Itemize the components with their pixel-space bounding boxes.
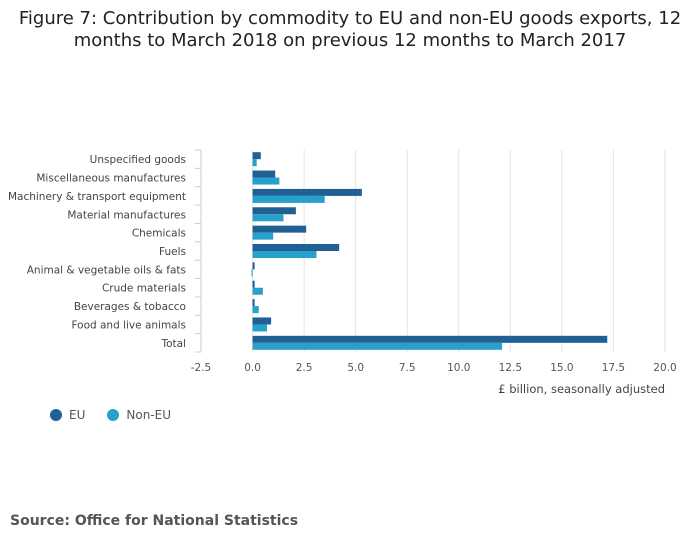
chart-title-line-1: Figure 7: Contribution by commodity to E… (18, 8, 682, 29)
y-axis-labels: Unspecified goods Miscellaneous manufactu… (8, 154, 186, 350)
x-tick-label: 5.0 (347, 362, 364, 374)
legend: EU Non-EU (50, 408, 171, 422)
bar-eu[interactable] (252, 207, 296, 215)
y-category-label: Beverages & tobacco (74, 301, 186, 313)
bar-non-eu[interactable] (252, 214, 284, 222)
y-axis-category-ticks (195, 149, 202, 353)
legend-item-non-eu[interactable]: Non-EU (107, 408, 171, 422)
x-tick-label: 20.0 (653, 362, 676, 374)
y-category-label: Miscellaneous manufactures (36, 173, 186, 185)
bar-non-eu[interactable] (252, 306, 259, 314)
bar-non-eu[interactable] (252, 177, 280, 185)
y-category-label: Animal & vegetable oils & fats (27, 264, 186, 276)
bar-eu[interactable] (252, 170, 276, 178)
legend-label-eu: EU (69, 408, 86, 422)
x-tick-label: 10.0 (447, 362, 470, 374)
x-axis-tick-labels: -2.5 0.0 2.5 5.0 7.5 10.0 12.5 15.0 17.5 20.0 (191, 362, 677, 374)
chart-title: Figure 7: Contribution by commodity to E… (0, 8, 700, 52)
bar-eu[interactable] (252, 317, 272, 325)
y-category-label: Unspecified goods (90, 154, 186, 166)
bar-eu[interactable] (252, 335, 608, 343)
bar-eu[interactable] (252, 262, 255, 270)
legend-item-eu[interactable]: EU (50, 408, 85, 422)
x-tick-label: -2.5 (191, 362, 212, 374)
bar-non-eu[interactable] (251, 269, 253, 277)
legend-label-non-eu: Non-EU (126, 408, 171, 422)
bar-non-eu[interactable] (252, 287, 263, 295)
x-axis-title: £ billion, seasonally adjusted (498, 382, 665, 396)
bar-eu[interactable] (252, 280, 255, 288)
x-tick-label: 0.0 (244, 362, 261, 374)
bar-non-eu[interactable] (252, 195, 325, 203)
y-category-label: Material manufactures (67, 209, 186, 221)
bar-non-eu[interactable] (252, 232, 274, 240)
bar-eu[interactable] (252, 299, 255, 307)
y-category-label: Crude materials (102, 283, 186, 295)
bar-non-eu[interactable] (252, 159, 257, 167)
y-category-label: Food and live animals (71, 319, 186, 331)
bar-eu[interactable] (252, 244, 340, 251)
x-tick-label: 12.5 (499, 362, 522, 374)
bar-eu[interactable] (252, 188, 362, 196)
bar-non-eu[interactable] (252, 251, 317, 258)
x-tick-label: 7.5 (399, 362, 416, 374)
bar-non-eu[interactable] (252, 324, 267, 332)
bar-non-eu[interactable] (252, 342, 503, 350)
y-category-label: Machinery & transport equipment (8, 191, 186, 203)
bar-eu[interactable] (252, 152, 261, 160)
legend-marker-non-eu (107, 409, 120, 421)
bars (251, 152, 608, 350)
legend-marker-eu (50, 409, 62, 421)
y-category-label: Total (160, 338, 186, 350)
bar-eu[interactable] (252, 225, 307, 233)
x-tick-label: 17.5 (602, 362, 625, 374)
chart-title-line-2: months to March 2018 on previous 12 mont… (73, 30, 627, 51)
y-category-label: Fuels (159, 246, 186, 258)
x-tick-label: 15.0 (550, 362, 573, 374)
y-category-label: Chemicals (132, 228, 186, 240)
x-tick-label: 2.5 (296, 362, 313, 374)
source-note: Source: Office for National Statistics (10, 513, 299, 529)
